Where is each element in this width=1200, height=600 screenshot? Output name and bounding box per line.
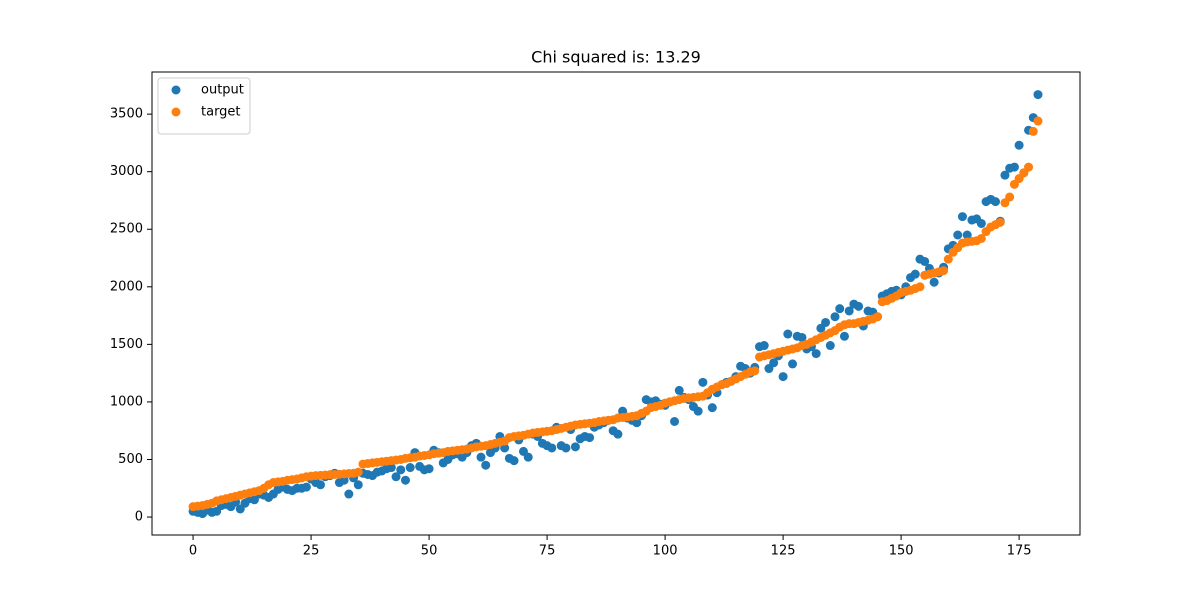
y-tick-label: 0 [135,510,143,525]
legend-box [157,77,251,135]
point [523,452,533,462]
point [400,475,410,485]
point [962,230,972,240]
point [632,418,642,428]
point [1005,192,1015,202]
point [613,429,623,439]
legend-marker [171,107,181,117]
point [910,269,920,279]
point [750,366,760,376]
point [835,304,845,314]
point [854,301,864,311]
y-tick-label: 3000 [110,164,143,179]
point [797,332,807,342]
y-tick-label: 1500 [110,337,143,352]
point [670,416,680,426]
point [844,306,854,316]
point [976,233,986,243]
point [1009,162,1019,172]
point [386,463,396,473]
point [953,230,963,240]
point [353,467,363,477]
x-tick-label: 75 [539,544,556,559]
point [929,277,939,287]
point [788,359,798,369]
point [509,456,519,466]
plot-frame [151,71,1081,536]
point [707,403,717,413]
point [825,341,835,351]
point [811,349,821,359]
y-tick-label: 2500 [110,222,143,237]
x-tick-label: 0 [189,544,197,559]
point [344,489,354,499]
point [783,329,793,339]
point [674,385,684,395]
point [301,482,311,492]
point [957,212,967,222]
point [915,282,925,292]
point [839,331,849,341]
point [976,218,986,228]
y-tick-label: 500 [118,452,143,467]
point [873,312,883,322]
point [1028,126,1038,136]
point [391,472,401,482]
point [821,317,831,327]
point [920,256,930,266]
point [995,217,1005,227]
point [353,480,363,490]
point [1033,116,1043,126]
point [830,312,840,322]
chart-title: Chi squared is: 13.29 [531,48,701,67]
y-tick-label: 3500 [110,107,143,122]
y-tick-label: 1000 [110,394,143,409]
point [693,406,703,416]
point [698,377,708,387]
point [759,341,769,351]
y-tick-label: 2000 [110,279,143,294]
point [1033,90,1043,100]
point [943,254,953,264]
x-tick-label: 100 [653,544,678,559]
point [547,443,557,453]
legend-label: output [201,83,244,98]
point [1014,140,1024,150]
point [424,464,434,474]
point [991,197,1001,207]
point [1024,162,1034,172]
point [396,465,406,475]
point [939,266,949,276]
point [561,443,571,453]
x-tick-label: 25 [303,544,320,559]
point [481,460,491,470]
point [316,480,326,490]
point [476,452,486,462]
point [585,433,595,443]
legend-marker [171,85,181,95]
x-tick-label: 125 [771,544,796,559]
legend-label: target [201,105,241,120]
x-tick-label: 50 [421,544,438,559]
point [1000,170,1010,180]
point [778,372,788,382]
point [769,358,779,368]
x-tick-label: 150 [889,544,914,559]
point [405,463,415,473]
point [570,442,580,452]
x-tick-label: 175 [1007,544,1032,559]
